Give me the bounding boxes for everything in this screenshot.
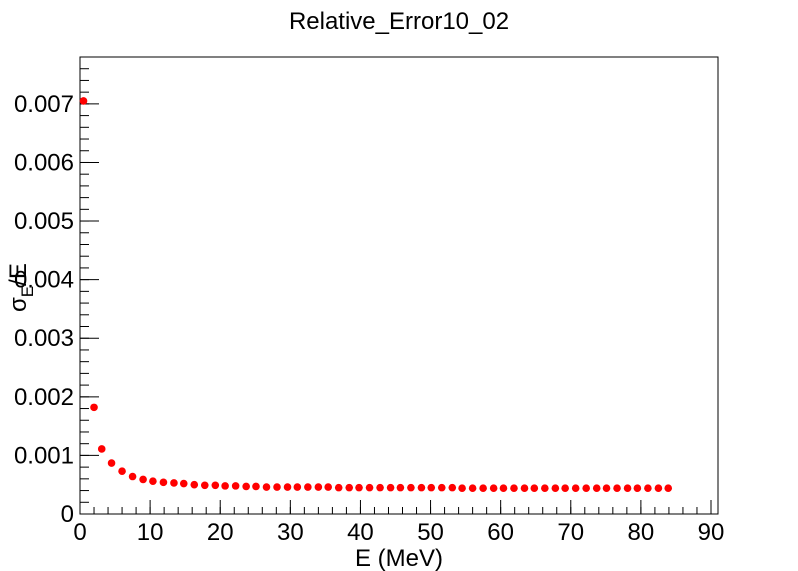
data-point [499, 484, 508, 493]
y-tick-label: 0.001 [14, 442, 74, 469]
data-point [149, 477, 157, 485]
x-axis-label: E (MeV) [355, 545, 443, 571]
data-point [489, 484, 498, 493]
y-tick-label: 0.006 [14, 149, 74, 176]
data-point [479, 484, 487, 493]
data-point [551, 484, 560, 493]
data-point [139, 475, 147, 484]
data-point [79, 97, 88, 105]
data-points [79, 97, 673, 493]
data-point [417, 483, 426, 492]
data-point [118, 467, 126, 476]
data-point [427, 483, 436, 492]
y-axis-ticks [80, 56, 99, 515]
data-point [262, 483, 271, 491]
data-point [170, 479, 178, 487]
data-point [221, 482, 229, 490]
data-point [128, 472, 137, 481]
y-tick-label: 0.002 [14, 384, 74, 411]
chart-title: Relative_Error10_02 [289, 8, 509, 35]
data-point [664, 484, 673, 493]
data-point [190, 480, 199, 489]
x-tick-label: 70 [557, 519, 584, 546]
data-point [644, 484, 652, 493]
data-point [386, 483, 395, 492]
x-tick-label: 10 [137, 519, 164, 546]
y-axis-label-sigma: σ [5, 297, 32, 312]
x-tick-label: 60 [487, 519, 514, 546]
data-point [571, 484, 580, 493]
data-point [314, 483, 323, 491]
x-tick-label: 30 [277, 519, 304, 546]
y-tick-label: 0 [61, 501, 74, 528]
y-tick-label: 0.003 [14, 325, 74, 352]
x-tick-label: 90 [698, 519, 725, 546]
svg-text:σE/E: σE/E [5, 263, 37, 312]
x-axis-tick-labels: 0 10 20 30 40 50 60 70 80 90 [73, 519, 724, 546]
data-point [613, 484, 621, 493]
x-tick-label: 40 [347, 519, 374, 546]
data-point [602, 484, 611, 493]
data-point [252, 482, 260, 491]
data-point [541, 484, 549, 493]
data-point [520, 484, 529, 493]
data-point [273, 483, 281, 491]
data-point [97, 445, 106, 453]
data-point [437, 483, 446, 492]
x-tick-label: 50 [417, 519, 444, 546]
data-point [623, 484, 632, 493]
y-axis-label-rest: /E [5, 263, 32, 286]
data-point [107, 459, 116, 467]
data-point [345, 483, 354, 492]
plot-frame [79, 56, 719, 515]
data-point [231, 482, 240, 490]
data-point [448, 483, 457, 492]
data-point [582, 484, 590, 493]
data-point [304, 483, 312, 491]
y-axis-tick-labels: 0 0.001 0.002 0.003 0.004 0.005 0.006 0.007 [14, 91, 74, 528]
data-point [211, 481, 220, 490]
data-point [365, 483, 374, 492]
data-point [407, 483, 415, 492]
data-point [179, 479, 188, 488]
data-point [654, 484, 663, 493]
data-point [458, 484, 466, 493]
data-point [510, 484, 518, 493]
data-point [561, 484, 569, 493]
data-point [376, 483, 384, 492]
data-point [200, 481, 209, 490]
x-tick-label: 20 [207, 519, 234, 546]
data-point [592, 484, 601, 493]
y-tick-label: 0.005 [14, 208, 74, 235]
y-tick-label: 0.007 [14, 91, 74, 118]
data-point [468, 484, 477, 493]
y-tick-label: 0.004 [14, 267, 74, 294]
data-point [355, 483, 363, 492]
data-point [530, 484, 539, 493]
data-point [242, 482, 250, 491]
data-point [324, 483, 332, 491]
data-point [283, 483, 292, 491]
y-axis-label: σE/E [5, 263, 37, 312]
x-axis-ticks [79, 500, 712, 514]
y-axis-label-subscript: E [18, 286, 37, 297]
data-point [633, 484, 642, 493]
data-point [159, 478, 168, 487]
data-point [396, 483, 405, 492]
x-tick-label: 80 [628, 519, 655, 546]
data-point [334, 483, 343, 492]
data-point [293, 483, 302, 491]
x-tick-label: 0 [73, 519, 86, 546]
data-point [90, 403, 98, 412]
